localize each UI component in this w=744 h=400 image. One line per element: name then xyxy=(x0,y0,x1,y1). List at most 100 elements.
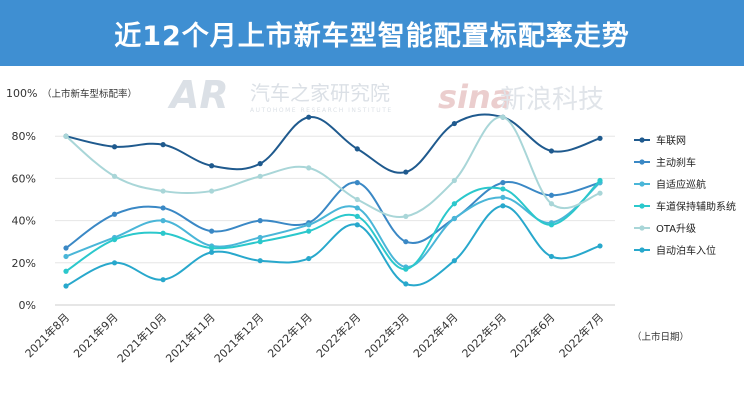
line-chart: AR 汽车之家研究院 AUTOHOME RESEARCH INSTITUTE s… xyxy=(6,73,736,365)
data-point xyxy=(306,255,312,262)
legend-label: 主动刹车 xyxy=(656,156,696,169)
x-axis-label: （上市日期） xyxy=(632,331,689,343)
data-point xyxy=(306,165,312,171)
legend-swatch-dot xyxy=(639,181,645,187)
legend-item: 车联网 xyxy=(634,134,686,147)
series-5 xyxy=(63,114,603,219)
data-point xyxy=(403,213,409,219)
x-tick-label: 2022年2月 xyxy=(313,310,363,360)
data-point xyxy=(209,245,215,251)
data-point xyxy=(548,148,555,154)
legend-swatch-dot xyxy=(639,159,645,165)
x-tick-label: 2021年10月 xyxy=(114,310,169,365)
data-point xyxy=(160,142,166,148)
legend-swatch-dot xyxy=(639,203,645,209)
legend-item: OTA升级 xyxy=(634,223,696,235)
data-point xyxy=(111,260,118,266)
data-point xyxy=(63,245,69,251)
data-point xyxy=(111,211,118,217)
legend-swatch-dot xyxy=(639,247,645,253)
data-point xyxy=(257,218,263,224)
data-point xyxy=(209,249,215,255)
data-point xyxy=(63,133,69,139)
data-point xyxy=(160,218,166,224)
data-point xyxy=(451,201,457,207)
x-tick-label: 2022年4月 xyxy=(410,310,460,360)
series-6 xyxy=(63,203,603,289)
data-point xyxy=(354,205,360,211)
chart-title: 近12个月上市新车型智能配置标配率走势 xyxy=(114,20,630,52)
legend-label: 自动泊车入位 xyxy=(656,244,716,257)
x-tick-label: 2022年3月 xyxy=(362,310,412,360)
data-point xyxy=(403,169,409,175)
svg-text:AUTOHOME RESEARCH INSTITUTE: AUTOHOME RESEARCH INSTITUTE xyxy=(250,107,393,114)
data-point xyxy=(500,114,506,120)
data-point xyxy=(257,258,263,264)
legend-swatch-dot xyxy=(639,225,645,231)
data-point xyxy=(111,236,118,243)
legend-label: 自适应巡航 xyxy=(656,178,706,191)
legend-swatch-dot xyxy=(639,137,645,143)
data-point xyxy=(451,177,457,184)
x-tick-label: 2021年11月 xyxy=(163,310,218,365)
data-point xyxy=(257,234,263,241)
data-point xyxy=(63,268,69,274)
data-point xyxy=(597,177,603,184)
x-tick-label: 2022年5月 xyxy=(459,310,509,360)
data-point xyxy=(597,135,603,141)
title-bar: 近12个月上市新车型智能配置标配率走势 xyxy=(0,0,744,66)
x-tick-label: 2022年7月 xyxy=(556,310,606,360)
data-point xyxy=(548,222,555,228)
legend-label: OTA升级 xyxy=(656,223,696,235)
data-point xyxy=(257,239,263,245)
data-point xyxy=(597,190,603,196)
y-tick-label: 0% xyxy=(19,299,36,312)
svg-text:新浪科技: 新浪科技 xyxy=(500,85,604,115)
data-point xyxy=(354,180,360,186)
data-point xyxy=(160,277,166,283)
data-point xyxy=(354,196,360,203)
data-point xyxy=(500,203,506,209)
data-point xyxy=(306,114,312,120)
data-point xyxy=(209,228,215,234)
y-tick-label: 40% xyxy=(12,215,36,228)
series-3 xyxy=(63,180,603,270)
series-4 xyxy=(63,177,603,274)
series-line xyxy=(65,113,601,174)
data-point xyxy=(500,186,506,192)
data-point xyxy=(209,188,215,194)
x-tick-label: 2021年8月 xyxy=(22,310,72,360)
legend-item: 车道保持辅助系统 xyxy=(634,200,736,213)
data-point xyxy=(403,239,409,245)
data-point xyxy=(160,188,166,194)
series-2 xyxy=(63,180,603,251)
data-point xyxy=(354,146,360,152)
data-point xyxy=(306,222,312,228)
y-axis-label: （上市新车型标配率） xyxy=(42,88,137,100)
legend-label: 车联网 xyxy=(656,134,686,147)
data-point xyxy=(451,215,457,222)
data-point xyxy=(548,201,555,207)
data-point xyxy=(160,230,166,236)
data-point xyxy=(354,213,360,219)
data-point xyxy=(403,266,409,272)
svg-text:AR: AR xyxy=(167,73,229,117)
data-point xyxy=(63,253,69,260)
y-tick-labels: 0% 20% 40% 60% 80% 100% xyxy=(6,87,37,312)
data-point xyxy=(257,161,263,167)
autohome-logo: AR 汽车之家研究院 AUTOHOME RESEARCH INSTITUTE xyxy=(167,73,393,117)
svg-text:汽车之家研究院: 汽车之家研究院 xyxy=(250,81,390,105)
x-tick-label: 2021年12月 xyxy=(211,310,266,365)
data-point xyxy=(403,281,409,287)
svg-text:sina: sina xyxy=(438,78,512,116)
series-line xyxy=(65,181,601,269)
sina-logo: sina 新浪科技 xyxy=(438,78,604,116)
watermark-layer: AR 汽车之家研究院 AUTOHOME RESEARCH INSTITUTE s… xyxy=(167,73,604,117)
legend-label: 车道保持辅助系统 xyxy=(656,200,736,213)
data-point xyxy=(354,222,360,228)
data-point xyxy=(111,144,118,150)
data-point xyxy=(209,163,215,169)
data-point xyxy=(451,258,457,264)
